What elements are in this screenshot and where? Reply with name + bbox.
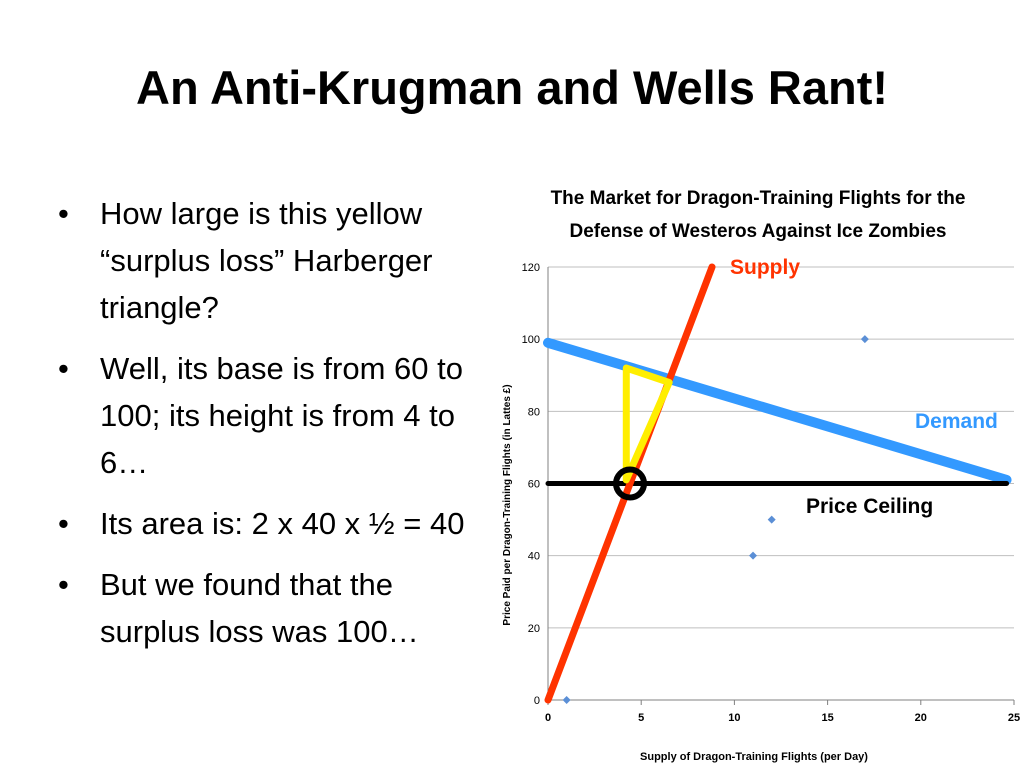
x-tick-label: 25 xyxy=(1008,712,1020,724)
bullet-item: • But we found that the surplus loss was … xyxy=(58,561,478,655)
harberger-triangle xyxy=(622,364,673,484)
bullet-item: • How large is this yellow “surplus loss”… xyxy=(58,190,478,331)
y-tick-label: 100 xyxy=(522,334,540,346)
bullet-list: • How large is this yellow “surplus loss”… xyxy=(58,190,478,669)
x-tick-label: 20 xyxy=(915,712,927,724)
supply-label: Supply xyxy=(730,256,800,279)
bullet-dot-icon: • xyxy=(58,351,69,386)
scatter-point xyxy=(749,551,758,560)
y-axis-label: Price Paid per Dragon-Training Flights (… xyxy=(502,384,513,625)
intersection-marker xyxy=(613,466,648,501)
y-tick-label: 60 xyxy=(528,479,540,491)
bullet-item: • Its area is: 2 x 40 x ½ = 40 xyxy=(58,500,478,547)
scatter-point xyxy=(767,515,776,524)
y-tick-label: 20 xyxy=(528,623,540,635)
x-tick-label: 10 xyxy=(728,712,740,724)
demand-label: Demand xyxy=(915,410,998,433)
market-chart: The Market for Dragon-Training Flights f… xyxy=(502,188,1020,763)
bullet-dot-icon: • xyxy=(58,506,69,541)
chart-title-line-2: Defense of Westeros Against Ice Zombies xyxy=(570,221,947,242)
bullet-text: How large is this yellow “surplus loss” … xyxy=(100,196,433,325)
chart-title-line-1: The Market for Dragon-Training Flights f… xyxy=(551,188,966,209)
bullet-dot-icon: • xyxy=(58,196,69,231)
y-tick-label: 120 xyxy=(522,262,540,274)
chart-marks: Demand Price Ceiling Supply xyxy=(543,256,1012,704)
chart-panel: The Market for Dragon-Training Flights f… xyxy=(490,175,1024,768)
scatter-point xyxy=(562,696,571,704)
bullet-dot-icon: • xyxy=(58,567,69,602)
chart-ticks: 0 20 40 60 80 100 120 0 5 10 15 20 25 xyxy=(522,262,1020,724)
x-tick-label: 5 xyxy=(638,712,644,724)
y-tick-label: 80 xyxy=(528,406,540,418)
bullet-text: Its area is: 2 x 40 x ½ = 40 xyxy=(100,506,465,541)
price-ceiling-label: Price Ceiling xyxy=(806,495,933,518)
supply-line xyxy=(544,263,716,704)
bullet-text: Well, its base is from 60 to 100; its he… xyxy=(100,351,463,480)
slide-title: An Anti-Krugman and Wells Rant! xyxy=(136,61,888,114)
scatter-point xyxy=(860,335,869,344)
x-axis-label: Supply of Dragon-Training Flights (per D… xyxy=(640,751,868,763)
x-tick-label: 0 xyxy=(545,712,551,724)
y-tick-label: 40 xyxy=(528,551,540,563)
bullet-text: But we found that the surplus loss was 1… xyxy=(100,567,419,649)
y-tick-label: 0 xyxy=(534,695,540,707)
x-tick-label: 15 xyxy=(821,712,833,724)
bullet-item: • Well, its base is from 60 to 100; its h… xyxy=(58,345,478,486)
